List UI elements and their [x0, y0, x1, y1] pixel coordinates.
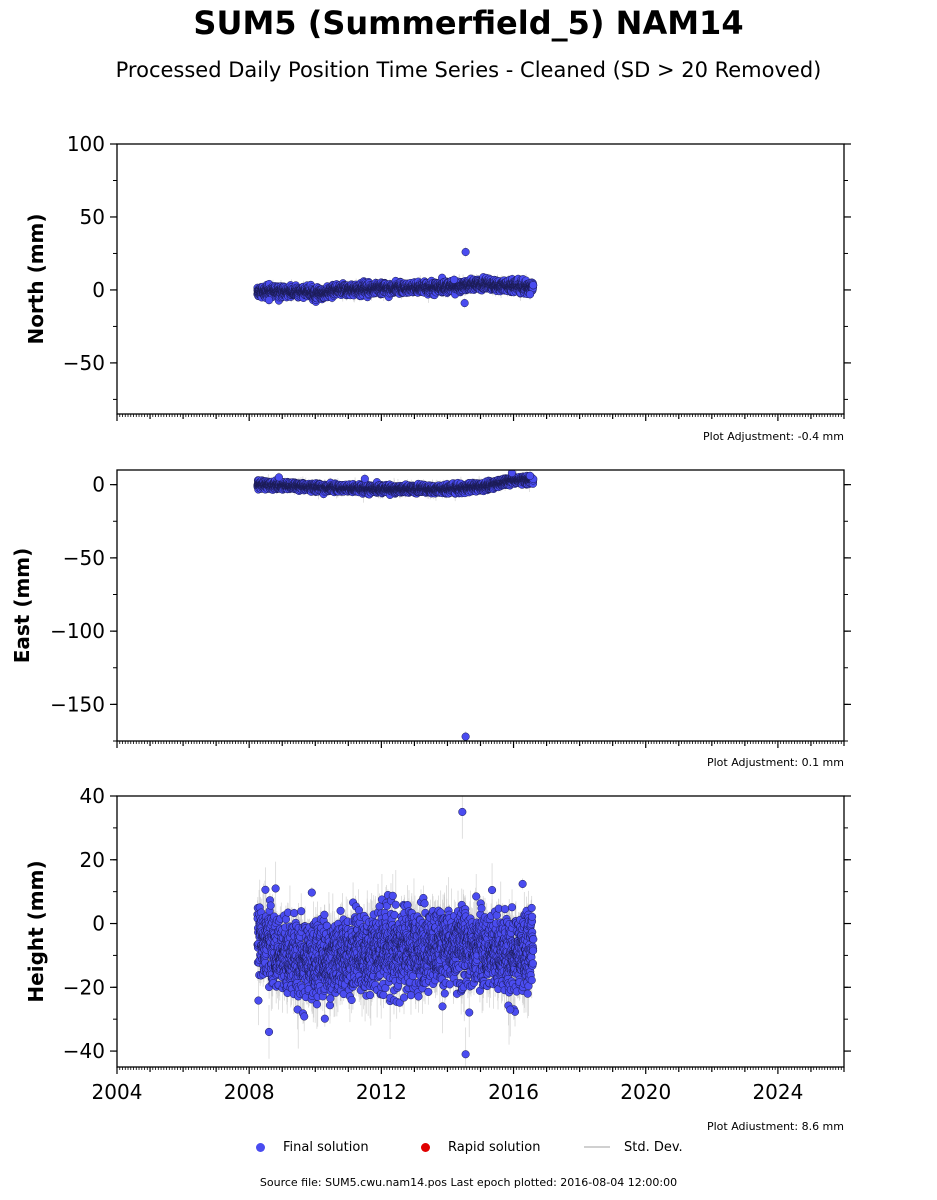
data-points	[253, 247, 538, 308]
chart-subtitle: Processed Daily Position Time Series - C…	[115, 58, 822, 82]
chart-title: SUM5 (Summerfield_5) NAM14	[193, 4, 744, 42]
